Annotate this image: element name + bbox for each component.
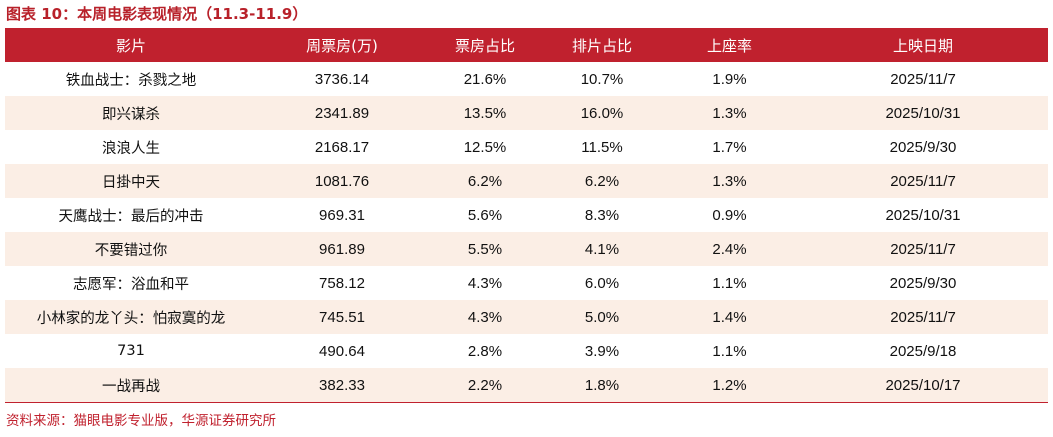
occupancy-rate: 1.4% [661, 300, 798, 334]
film-name: 铁血战士：杀戮之地 [65, 72, 197, 89]
table-row: 小林家的龙丫头：怕寂寞的龙 745.51 4.3% 5.0% 1.4% 2025… [5, 300, 1048, 334]
table-row: 日掛中天 1081.76 6.2% 6.2% 1.3% 2025/11/7 [5, 164, 1048, 198]
table-row: 志愿军：浴血和平 758.12 4.3% 6.0% 1.1% 2025/9/30 [5, 266, 1048, 300]
screening-share: 5.0% [543, 300, 661, 334]
occupancy-rate: 2.4% [661, 232, 798, 266]
screening-share: 1.8% [543, 368, 661, 403]
screening-share: 6.2% [543, 164, 661, 198]
box-office-share: 4.3% [427, 300, 543, 334]
source-note: 资料来源：猫眼电影专业版，华源证券研究所 [6, 413, 276, 429]
film-name: 志愿军：浴血和平 [73, 276, 189, 293]
box-office-share: 5.6% [467, 206, 503, 224]
column-header-film: 影片 [5, 28, 257, 62]
table-row: 浪浪人生 2168.17 12.5% 11.5% 1.7% 2025/9/30 [5, 130, 1048, 164]
release-date: 2025/10/31 [798, 96, 1048, 130]
table-header-row: 影片 周票房(万) 票房占比 排片占比 上座率 上映日期 [5, 28, 1048, 62]
box-office-share: 12.5% [463, 138, 507, 156]
occupancy-rate: 1.7% [712, 138, 747, 156]
weekly-box-office: 961.89 [257, 232, 427, 266]
column-header-box-office-share: 票房占比 [427, 28, 543, 62]
screening-share: 10.7% [580, 70, 624, 88]
weekly-box-office: 969.31 [319, 206, 365, 224]
weekly-box-office: 490.64 [319, 342, 365, 360]
release-date: 2025/11/7 [798, 300, 1048, 334]
box-office-share: 2.8% [467, 342, 503, 360]
release-date: 2025/10/17 [798, 368, 1048, 403]
film-name: 731 [117, 343, 145, 359]
box-office-share: 21.6% [463, 70, 507, 88]
occupancy-rate: 1.1% [712, 342, 747, 360]
occupancy-rate: 1.3% [661, 96, 798, 130]
column-header-occupancy-rate: 上座率 [661, 28, 798, 62]
weekly-box-office: 1081.76 [257, 164, 427, 198]
screening-share: 8.3% [584, 206, 620, 224]
film-name: 不要错过你 [5, 232, 257, 266]
occupancy-rate: 1.1% [712, 274, 747, 292]
box-office-share: 13.5% [427, 96, 543, 130]
weekly-box-office: 2341.89 [257, 96, 427, 130]
table-row: 731 490.64 2.8% 3.9% 1.1% 2025/9/18 [5, 334, 1048, 368]
weekly-box-office: 745.51 [257, 300, 427, 334]
table-row: 铁血战士：杀戮之地 3736.14 21.6% 10.7% 1.9% 2025/… [5, 62, 1048, 96]
occupancy-rate: 1.2% [661, 368, 798, 403]
film-name: 浪浪人生 [102, 140, 160, 157]
table-row: 一战再战 382.33 2.2% 1.8% 1.2% 2025/10/17 [5, 368, 1048, 403]
release-date: 2025/11/7 [798, 164, 1048, 198]
release-date: 2025/9/30 [889, 138, 957, 156]
film-name: 天鹰战士：最后的冲击 [58, 208, 204, 225]
occupancy-rate: 1.3% [661, 164, 798, 198]
box-office-share: 4.3% [467, 274, 503, 292]
screening-share: 11.5% [581, 138, 623, 156]
release-date: 2025/9/30 [889, 274, 957, 292]
weekly-box-office: 2168.17 [314, 138, 370, 156]
release-date: 2025/11/7 [798, 232, 1048, 266]
box-office-table: 影片 周票房(万) 票房占比 排片占比 上座率 上映日期 铁血战士：杀戮之地 3… [5, 28, 1048, 403]
occupancy-rate: 1.9% [712, 70, 747, 88]
table-row: 即兴谋杀 2341.89 13.5% 16.0% 1.3% 2025/10/31 [5, 96, 1048, 130]
column-header-weekly-box-office: 周票房(万) [257, 28, 427, 62]
box-office-share: 5.5% [427, 232, 543, 266]
weekly-box-office: 758.12 [319, 274, 365, 292]
table-row: 不要错过你 961.89 5.5% 4.1% 2.4% 2025/11/7 [5, 232, 1048, 266]
column-header-release-date: 上映日期 [798, 28, 1048, 62]
release-date: 2025/9/18 [889, 342, 957, 360]
column-header-screening-share: 排片占比 [543, 28, 661, 62]
screening-share: 4.1% [543, 232, 661, 266]
figure-title: 图表 10：本周电影表现情况（11.3-11.9） [6, 5, 308, 23]
screening-share: 6.0% [584, 274, 620, 292]
film-name: 一战再战 [5, 368, 257, 403]
occupancy-rate: 0.9% [712, 206, 747, 224]
weekly-box-office: 3736.14 [314, 70, 370, 88]
box-office-share: 2.2% [427, 368, 543, 403]
film-name: 即兴谋杀 [5, 96, 257, 130]
weekly-box-office: 382.33 [257, 368, 427, 403]
screening-share: 16.0% [543, 96, 661, 130]
film-name: 日掛中天 [5, 164, 257, 198]
film-name: 小林家的龙丫头：怕寂寞的龙 [5, 300, 257, 334]
release-date: 2025/11/7 [890, 70, 956, 88]
box-office-share: 6.2% [427, 164, 543, 198]
screening-share: 3.9% [584, 342, 620, 360]
release-date: 2025/10/31 [885, 206, 961, 224]
table-row: 天鹰战士：最后的冲击 969.31 5.6% 8.3% 0.9% 2025/10… [5, 198, 1048, 232]
